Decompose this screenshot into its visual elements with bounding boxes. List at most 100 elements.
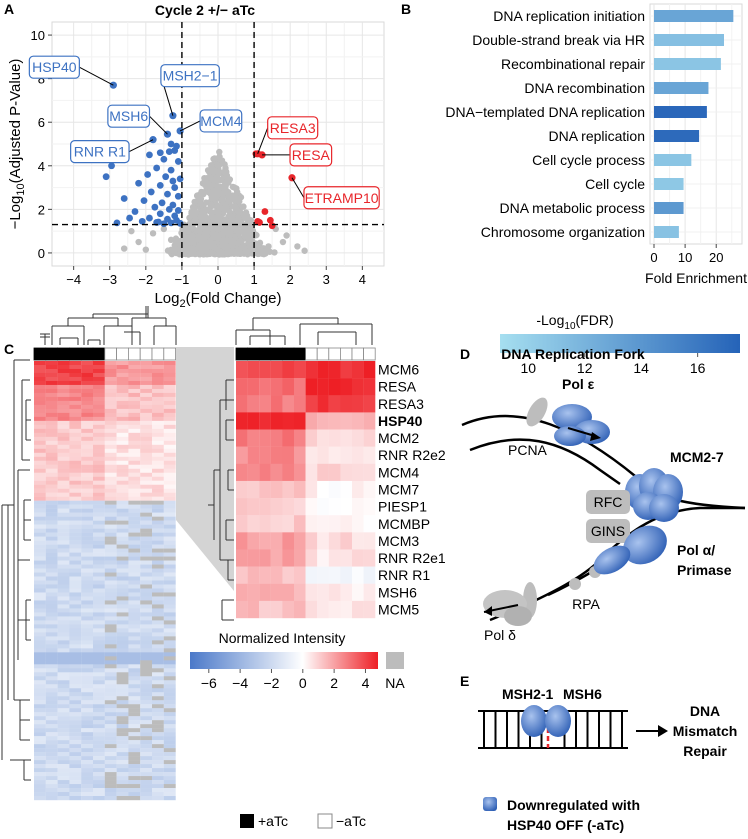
heatmap-cell: [93, 784, 105, 789]
heatmap-cell: [34, 744, 46, 749]
group-cell-plus: [270, 347, 283, 361]
heatmap-cell: [152, 656, 164, 661]
heatmap-cell: [69, 424, 82, 430]
heatmap-cell: [81, 768, 94, 773]
heatmap-zoom-cell: [305, 498, 318, 516]
volcano-point-ns: [195, 233, 202, 240]
heatmap-cell: [128, 616, 141, 621]
enrichment-bar: [654, 202, 684, 214]
heatmap-cell: [152, 732, 164, 737]
heatmap-cell: [81, 404, 94, 410]
heatmap-cell: [57, 600, 70, 605]
heatmap-cell: [104, 456, 117, 461]
group-cell-minus: [351, 347, 365, 361]
heatmap-cell: [140, 492, 153, 497]
heatmap-cell: [93, 364, 105, 370]
volcano-point-ns: [236, 198, 243, 205]
heatmap-zoom-cell: [236, 412, 248, 430]
volcano-xtick-label: 1: [250, 272, 257, 287]
heatmap-cell: [163, 624, 176, 629]
heatmap-cell: [128, 620, 141, 625]
heatmap-cell: [116, 476, 129, 481]
heatmap-cell: [104, 744, 117, 749]
heatmap-cell: [140, 760, 153, 765]
heatmap-cell: [116, 724, 129, 729]
heatmap-cell: [34, 484, 46, 489]
heatmap-cell: [45, 412, 58, 418]
heatmap-cell: [163, 508, 176, 513]
heatmap-zoom-cell: [282, 549, 295, 567]
heatmap-cell: [152, 500, 164, 505]
heatmap-cell: [163, 592, 176, 597]
heatmap-cell: [45, 720, 58, 725]
heatmap-cell: [152, 548, 164, 553]
heatmap-cell: [116, 708, 129, 713]
heatmap-cell: [81, 620, 94, 625]
heatmap-cell: [45, 468, 58, 473]
heatmap-cell: [163, 504, 176, 509]
minus-atc-swatch: [317, 813, 333, 829]
volcano-ns-points: [120, 148, 308, 258]
heatmap-cell: [163, 596, 176, 601]
heatmap-cell: [128, 368, 141, 374]
heatmap-cell: [57, 424, 70, 430]
heatmap-cell: [116, 400, 129, 406]
heatmap-cell: [93, 412, 105, 418]
heatmap-cell: [45, 764, 58, 769]
heatmap-cell: [116, 548, 129, 553]
panel-d-replication-fork: D DNA Replication Fork Pol δ PCNA Pol: [460, 346, 746, 643]
heatmap-cell: [57, 464, 70, 469]
heatmap-cell: [128, 744, 141, 749]
heatmap-cell: [93, 760, 105, 765]
volcano-point-down: [153, 164, 161, 172]
heatmap-cell: [93, 740, 105, 745]
heatmap-cell: [34, 552, 46, 557]
volcano-point-ns: [216, 203, 223, 211]
intensity-legend-ticks: −6 −4 −2 0 2 4: [201, 669, 370, 691]
heatmap-cell: [104, 544, 117, 549]
heatmap-cell: [163, 668, 176, 673]
volcano-point-down: [171, 184, 179, 191]
volcano-point-ns: [192, 216, 199, 224]
heatmap-zoom-cell: [247, 429, 260, 447]
heatmap-cell: [93, 780, 105, 785]
group-cell-plus: [247, 347, 260, 361]
heatmap-cell: [45, 540, 58, 545]
heatmap-cell: [116, 500, 129, 505]
heatmap-cell: [93, 540, 105, 545]
heatmap-cell: [140, 576, 153, 581]
heatmap-cell: [57, 732, 70, 737]
heatmap-cell: [93, 504, 105, 509]
heatmap-cell: [163, 548, 176, 553]
heatmap-cell: [81, 732, 94, 737]
heatmap-cell: [152, 760, 164, 765]
heatmap-zoom-cell: [247, 498, 260, 516]
heatmap-zoom-cell: [328, 515, 341, 533]
heatmap-cell: [163, 700, 176, 705]
heatmap-zoom-cell: [236, 361, 248, 379]
heatmap-cell: [128, 536, 141, 541]
heatmap-cell: [152, 448, 164, 453]
heatmap-cell: [57, 392, 70, 398]
heatmap-cell: [57, 760, 70, 765]
heatmap-zoom-cell: [328, 498, 341, 516]
heatmap-cell: [34, 504, 46, 509]
heatmap-cell: [152, 588, 164, 593]
volcano-point-ns: [205, 206, 212, 213]
heatmap-cell: [116, 480, 129, 485]
heatmap-cell: [128, 560, 141, 565]
heatmap-cell: [34, 652, 46, 657]
heatmap-cell: [140, 436, 153, 442]
heatmap-cell: [57, 520, 70, 525]
heatmap-cell: [128, 448, 141, 453]
heatmap-cell: [57, 528, 70, 533]
heatmap-cell: [104, 396, 117, 402]
enrichment-bar: [654, 34, 724, 46]
heatmap-zoom-cell: [363, 600, 376, 619]
heatmap-cell: [81, 612, 94, 617]
heatmap-cell: [140, 636, 153, 641]
heatmap-cell: [163, 796, 176, 801]
heatmap-cell: [69, 616, 82, 621]
heatmap-zoom-cell: [328, 395, 341, 413]
volcano-point-down: [165, 148, 173, 156]
